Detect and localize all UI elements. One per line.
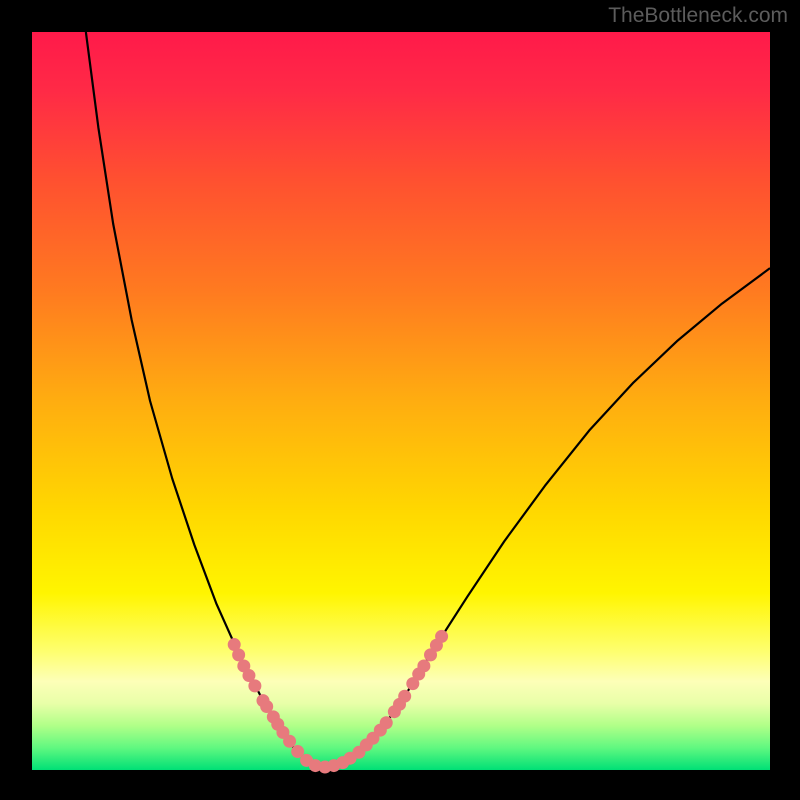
data-marker [398,690,411,703]
data-marker [283,735,296,748]
plot-gradient-background [32,32,770,770]
data-marker [248,679,261,692]
chart-container: TheBottleneck.com [0,0,800,800]
data-marker [380,716,393,729]
chart-svg [0,0,800,800]
data-marker [435,630,448,643]
watermark-text: TheBottleneck.com [608,4,788,28]
data-marker [417,659,430,672]
data-marker [232,648,245,661]
